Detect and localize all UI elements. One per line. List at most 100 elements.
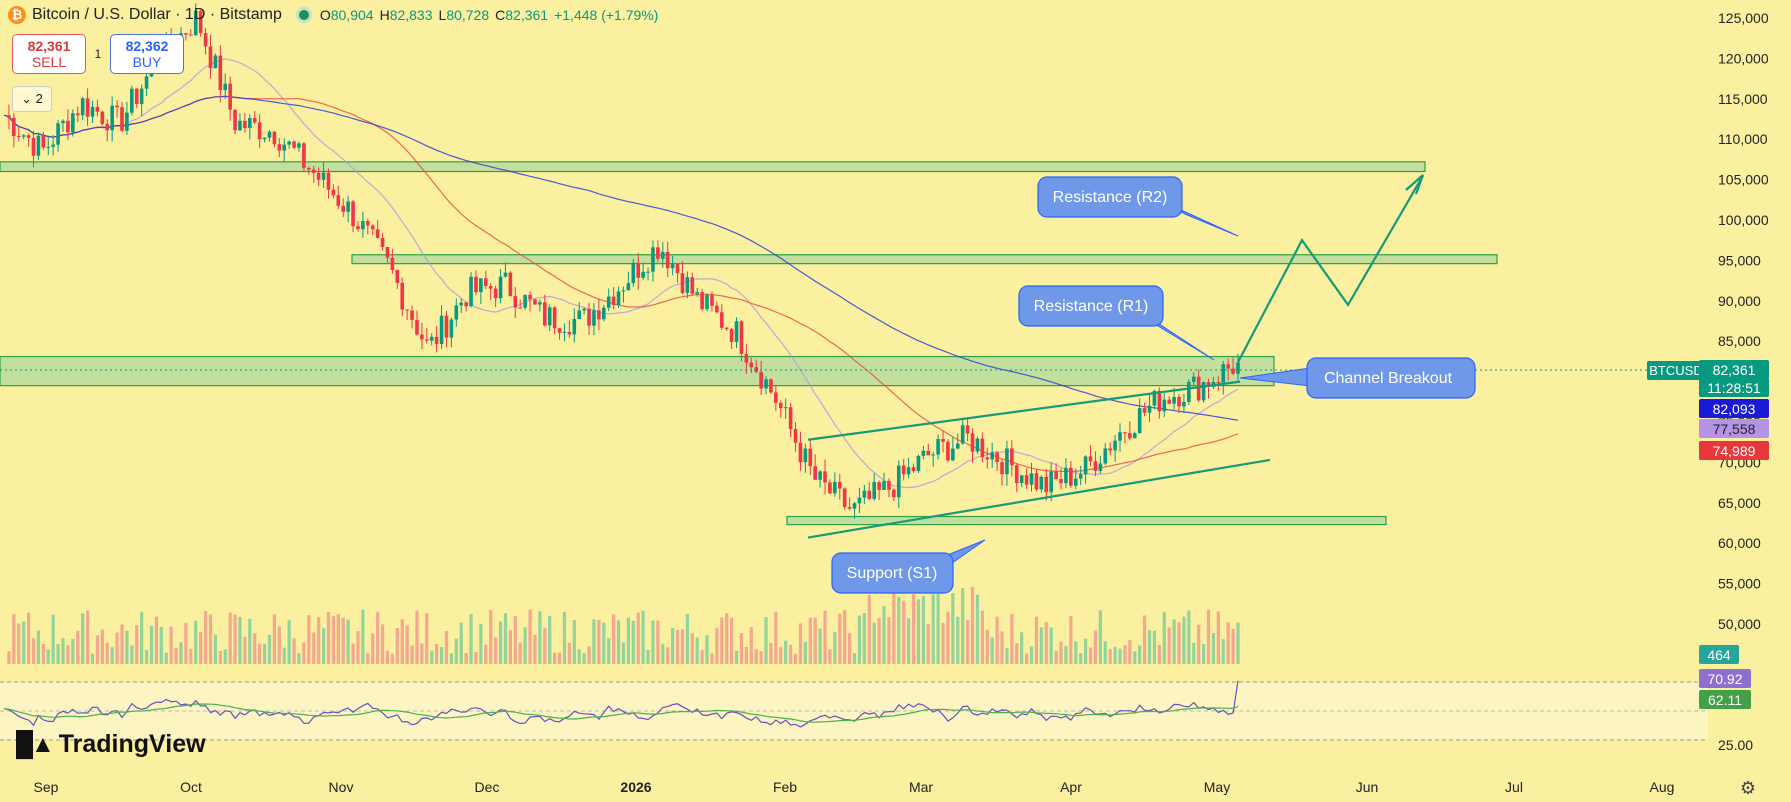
callout-r2[interactable]: Resistance (R2) bbox=[1037, 176, 1239, 237]
callout-r2-label: Resistance (R2) bbox=[1053, 189, 1168, 206]
volume-bar bbox=[592, 619, 596, 664]
candle-body bbox=[788, 407, 793, 430]
candle-body bbox=[980, 438, 985, 458]
volume-bar bbox=[120, 624, 124, 664]
volume-bar bbox=[1044, 622, 1048, 664]
candle-body bbox=[695, 292, 700, 294]
volume-bar bbox=[371, 633, 375, 664]
candle-body bbox=[783, 407, 788, 409]
candle-body bbox=[454, 305, 459, 320]
volume-bar bbox=[695, 637, 699, 664]
candle-body bbox=[670, 264, 675, 269]
candle-body bbox=[901, 465, 906, 475]
volume-bar bbox=[1064, 645, 1068, 664]
candle-body bbox=[120, 107, 124, 131]
candle-body bbox=[272, 131, 277, 145]
volume-bar bbox=[277, 626, 281, 664]
volume-bar bbox=[793, 653, 798, 664]
candle-body bbox=[302, 143, 306, 168]
settings-gear-icon[interactable]: ⚙ bbox=[1739, 777, 1757, 798]
volume-bar bbox=[961, 588, 965, 664]
volume-bar bbox=[169, 626, 173, 664]
volume-bar bbox=[548, 615, 552, 664]
time-axis-label: 2026 bbox=[620, 779, 651, 795]
candle-body bbox=[685, 277, 690, 293]
high-key: H bbox=[379, 7, 390, 23]
volume-bar bbox=[1192, 642, 1196, 664]
candle-body bbox=[872, 482, 876, 499]
volume-bar bbox=[1152, 630, 1157, 664]
candle-body bbox=[1024, 475, 1029, 485]
indicators-collapse-button[interactable]: ⌄ 2 bbox=[12, 86, 52, 112]
volume-bar bbox=[789, 644, 793, 664]
sell-button[interactable]: 82,361 SELL bbox=[12, 34, 86, 74]
channel-lower-line bbox=[807, 458, 1271, 539]
candle-body bbox=[228, 83, 232, 110]
candle-body bbox=[577, 310, 582, 320]
candle-body bbox=[778, 402, 783, 409]
volume-bar bbox=[287, 620, 291, 664]
volume-bar bbox=[7, 651, 11, 664]
candle-body bbox=[675, 264, 680, 274]
candle-body bbox=[61, 120, 65, 124]
volume-bar bbox=[105, 642, 109, 664]
candle-body bbox=[931, 454, 935, 456]
volume-bar bbox=[680, 629, 685, 664]
tradingview-logo[interactable]: █▲ TradingView bbox=[16, 730, 206, 759]
volume-bar bbox=[36, 630, 41, 664]
candle-body bbox=[1049, 471, 1053, 493]
candle-body bbox=[975, 438, 980, 452]
callout-breakout[interactable]: Channel Breakout bbox=[1239, 357, 1476, 399]
volume-bar bbox=[833, 632, 837, 664]
volume-bar bbox=[174, 647, 178, 664]
volume-bar bbox=[361, 609, 365, 664]
candle-body bbox=[287, 141, 291, 145]
price-axis-label: 115,000 bbox=[1718, 91, 1768, 107]
volume-bar bbox=[395, 628, 399, 664]
candle-body bbox=[1039, 476, 1044, 490]
volume-bar bbox=[749, 627, 753, 664]
candle-body bbox=[51, 144, 55, 147]
volume-bar bbox=[1226, 622, 1230, 664]
candle-body bbox=[21, 135, 26, 137]
price-axis-label: 125,000 bbox=[1718, 10, 1769, 26]
volume-bar bbox=[494, 637, 498, 664]
volume-bar bbox=[985, 629, 989, 664]
volume-bar bbox=[533, 634, 537, 664]
volume-bar bbox=[1201, 643, 1206, 664]
candle-body bbox=[420, 334, 424, 340]
volume-bar bbox=[1069, 616, 1073, 664]
candle-body bbox=[331, 189, 336, 196]
callout-s1[interactable]: Support (S1) bbox=[831, 539, 986, 594]
trade-panel: 82,361 SELL 1 82,362 BUY bbox=[12, 34, 184, 74]
volume-bar bbox=[415, 610, 419, 664]
symbol-title[interactable]: Bitcoin / U.S. Dollar · 1D · Bitstamp bbox=[32, 6, 282, 23]
candle-body bbox=[75, 113, 80, 116]
buy-button[interactable]: 82,362 BUY bbox=[110, 34, 184, 74]
candle-body bbox=[562, 331, 567, 333]
volume-bar bbox=[233, 614, 237, 664]
candle-body bbox=[326, 172, 331, 190]
volume-bar bbox=[872, 622, 876, 664]
callout-r1[interactable]: Resistance (R1) bbox=[1018, 285, 1215, 361]
candle-body bbox=[248, 118, 252, 129]
candle-body bbox=[705, 295, 709, 310]
volume-bar bbox=[1059, 641, 1063, 664]
volume-bar bbox=[1029, 646, 1034, 664]
tradingview-logo-text: TradingView bbox=[58, 730, 206, 758]
volume-bar bbox=[326, 611, 331, 664]
candle-body bbox=[852, 503, 857, 509]
candle-body bbox=[277, 144, 282, 151]
candle-body bbox=[926, 450, 931, 456]
candle-body bbox=[680, 273, 685, 293]
candle-body bbox=[877, 482, 881, 490]
volume-bar bbox=[671, 627, 675, 664]
candle-body bbox=[528, 294, 532, 300]
price-axis-label: 110,000 bbox=[1718, 131, 1768, 147]
candle-body bbox=[862, 490, 867, 498]
volume-bar bbox=[56, 643, 60, 664]
volume-bar bbox=[95, 635, 100, 664]
candle-body bbox=[1014, 465, 1019, 484]
market-status-icon[interactable] bbox=[295, 7, 312, 23]
